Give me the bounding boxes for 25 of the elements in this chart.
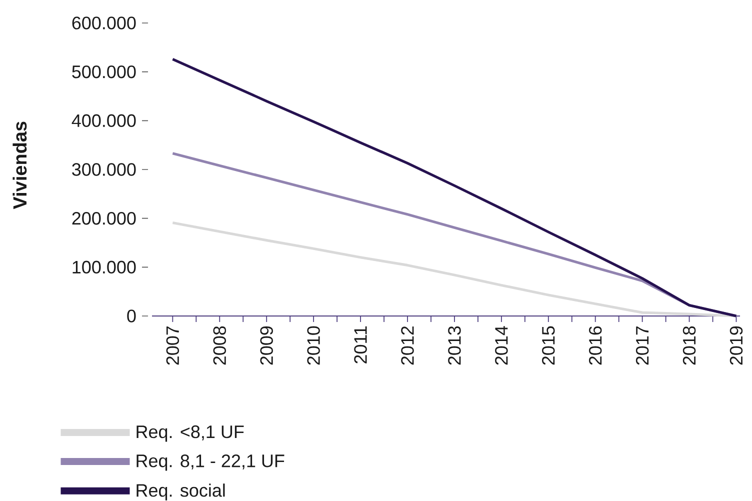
- legend-label: Req. <8,1 UF: [136, 425, 244, 442]
- x-tick-label: 2015: [542, 326, 555, 365]
- y-axis-title: Viviendas: [12, 122, 27, 210]
- line-series: [171, 58, 738, 318]
- x-tick-label: 2013: [448, 326, 461, 365]
- x-tick-label: 2014: [495, 326, 508, 365]
- y-tick-label: 0: [127, 310, 136, 322]
- x-tick-label: 2009: [260, 326, 273, 365]
- x-tick-label: 2019: [730, 326, 743, 365]
- y-tick-label: 200.000: [72, 212, 136, 225]
- y-tick-label: 400.000: [72, 114, 136, 128]
- legend-label: Req. social: [136, 484, 225, 500]
- x-tick-label: 2012: [401, 326, 414, 365]
- x-tick-label: 2007: [166, 326, 180, 365]
- x-tick-label: 2017: [636, 326, 649, 365]
- y-tick-label: 500.000: [72, 65, 136, 78]
- y-tick-label: 300.000: [72, 163, 136, 176]
- x-tick-label: 2011: [354, 326, 367, 364]
- legend-label: Req. 8,1 - 22,1 UF: [136, 454, 284, 471]
- x-tick-label: 2008: [213, 326, 226, 365]
- x-tick-label: 2018: [682, 326, 696, 365]
- x-tick-label: 2010: [307, 326, 320, 365]
- y-tick-label: 600.000: [72, 16, 136, 30]
- x-tick-label: 2016: [588, 326, 602, 365]
- y-tick-label: 100.000: [72, 260, 136, 274]
